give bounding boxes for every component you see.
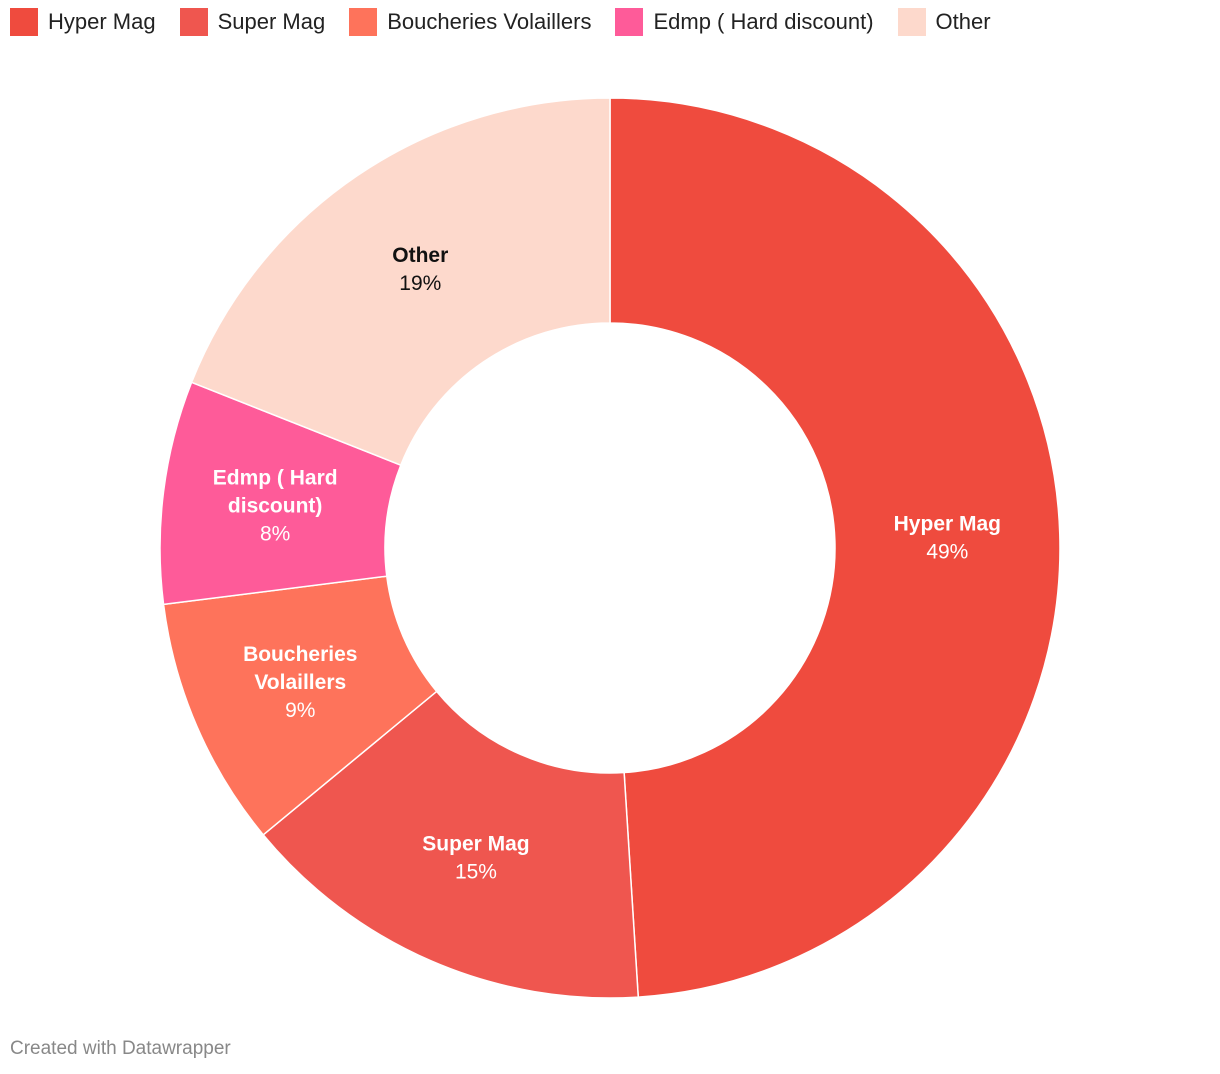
- slice-name: Other: [392, 244, 448, 267]
- slice-hyper-mag: [609, 97, 1061, 998]
- legend-item-edmp: Edmp ( Hard discount): [615, 8, 874, 36]
- legend-label: Edmp ( Hard discount): [653, 9, 874, 34]
- legend-label: Hyper Mag: [48, 9, 156, 34]
- slice-name: discount): [228, 495, 323, 518]
- slice-label-other: Other 19%: [392, 244, 448, 295]
- slice-percent: 15%: [455, 861, 497, 884]
- legend-label: Boucheries Volaillers: [387, 9, 592, 34]
- legend-item-boucheries-volaillers: Boucheries Volaillers: [349, 8, 591, 36]
- legend-swatch: [897, 8, 926, 36]
- slice-percent: 19%: [399, 272, 441, 295]
- slice-name: Edmp ( Hard: [213, 467, 338, 490]
- slice-percent: 9%: [285, 699, 315, 722]
- slice-label-edmp-hard-discount: Edmp ( Hard discount) 8%: [213, 467, 338, 546]
- legend-item-other: Other: [897, 8, 991, 36]
- slice-label-hyper-mag: Hyper Mag 49%: [894, 512, 1001, 563]
- legend-swatch: [349, 8, 378, 36]
- legend-label: Super Mag: [217, 9, 326, 34]
- slice-label-super-mag: Super Mag 15%: [422, 833, 529, 884]
- legend-swatch: [10, 8, 38, 36]
- legend-item-super-mag: Super Mag: [179, 8, 326, 36]
- slice-super-mag: [262, 690, 640, 999]
- footer-credit: Created with Datawrapper: [10, 1038, 231, 1059]
- donut-slices: [159, 97, 1061, 999]
- slice-name: Super Mag: [422, 833, 529, 856]
- slice-percent: 49%: [926, 540, 968, 563]
- legend-label: Other: [935, 9, 991, 34]
- slice-name: Hyper Mag: [894, 512, 1001, 535]
- slice-name: Boucheries: [243, 643, 357, 666]
- slice-labels: Hyper Mag 49% Super Mag 15% Boucheries Volail…: [213, 244, 1001, 884]
- legend: Hyper Mag Super Mag Boucheries Volailler…: [10, 8, 1015, 36]
- slice-percent: 8%: [260, 523, 290, 546]
- slice-name: Volaillers: [254, 671, 346, 694]
- legend-swatch: [615, 8, 644, 36]
- slice-other: [190, 97, 611, 467]
- slice-label-boucheries-volaillers: Boucheries Volaillers 9%: [243, 643, 357, 722]
- legend-item-hyper-mag: Hyper Mag: [10, 8, 156, 36]
- legend-swatch: [179, 8, 208, 36]
